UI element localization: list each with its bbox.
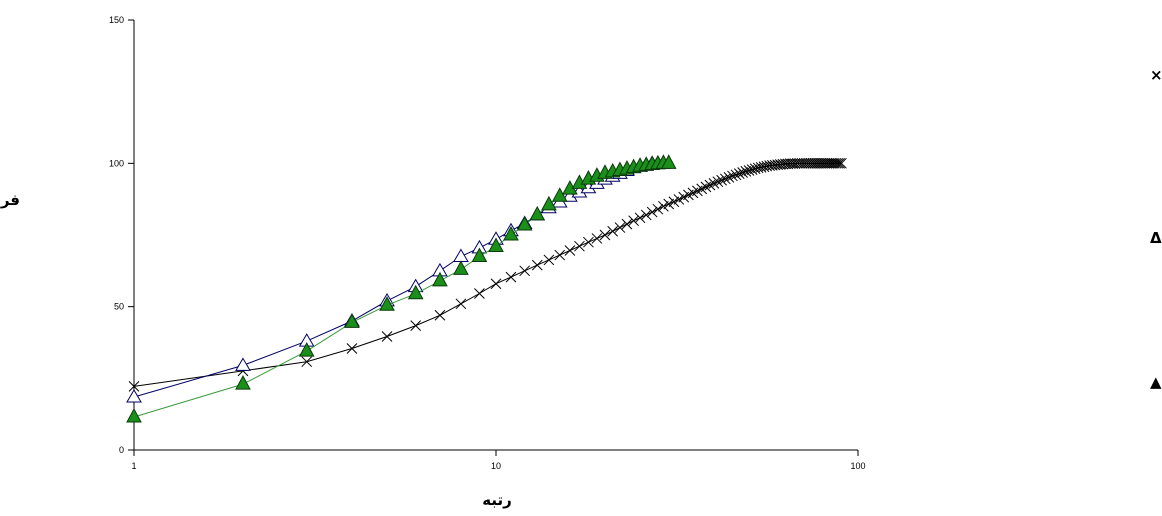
data-point-filled-triangle — [551, 187, 568, 202]
data-point-open-triangle — [235, 357, 251, 371]
data-point-x-marker — [474, 288, 485, 299]
data-point-filled-triangle — [298, 342, 315, 357]
series-marsh — [126, 155, 666, 403]
series-hygrophytes — [128, 157, 847, 392]
data-point-x-marker — [591, 233, 603, 244]
data-point-x-marker — [836, 157, 847, 169]
data-point-x-marker — [554, 249, 566, 261]
data-point-x-marker — [614, 222, 626, 233]
data-point-filled-triangle — [453, 260, 469, 275]
data-point-x-marker — [646, 206, 658, 218]
data-point-x-marker — [543, 254, 555, 266]
data-point-x-marker — [652, 203, 664, 215]
y-tick-label: 100 — [109, 158, 124, 168]
data-point-x-marker — [128, 381, 140, 392]
data-point-filled-triangle — [503, 225, 519, 241]
data-point-filled-triangle — [516, 215, 533, 231]
data-point-filled-triangle — [344, 313, 360, 328]
data-point-x-marker — [607, 225, 618, 237]
data-point-x-marker — [704, 179, 716, 191]
data-point-x-marker — [564, 245, 576, 256]
data-point-x-marker — [719, 173, 731, 185]
legend-entry-aquatic: گیاهان آبزی حقیقی ▲ — [1150, 373, 1162, 391]
legend: گیاهان رطوبت‌دوست × گیاهان مردابی Δ گیاه… — [1150, 66, 1162, 391]
series-line-hygrophytes — [133, 162, 842, 387]
data-point-x-marker — [583, 236, 594, 248]
data-point-x-marker — [823, 157, 835, 169]
data-point-filled-triangle — [235, 375, 251, 390]
data-point-x-marker — [640, 209, 652, 221]
data-point-x-marker — [712, 176, 724, 188]
data-point-x-marker — [301, 356, 313, 368]
data-point-filled-triangle — [379, 296, 395, 311]
data-point-open-triangle — [453, 248, 469, 262]
x-axis-title: رتبه — [482, 491, 512, 509]
data-point-x-marker — [505, 271, 517, 283]
x-tick-label: 10 — [491, 461, 501, 471]
data-point-x-marker — [708, 178, 720, 189]
data-point-x-marker — [815, 157, 827, 169]
tick-group: 0 50 100 150 1 10 100 — [109, 15, 866, 471]
data-point-x-marker — [519, 265, 531, 277]
data-point-x-marker — [832, 157, 844, 169]
data-point-x-marker — [621, 218, 633, 230]
data-point-filled-triangle — [471, 247, 488, 262]
data-point-x-marker — [746, 164, 758, 175]
data-point-x-marker — [531, 259, 543, 271]
data-point-filled-triangle — [488, 237, 504, 252]
plot-area — [126, 154, 847, 423]
x-tick-label: 100 — [850, 461, 865, 471]
data-point-x-marker — [740, 166, 752, 177]
data-point-open-triangle — [126, 388, 142, 403]
data-point-x-marker — [723, 172, 735, 183]
y-tick-label: 0 — [119, 445, 124, 455]
data-point-x-marker — [696, 183, 708, 195]
data-point-filled-triangle — [407, 284, 424, 300]
data-point-filled-triangle — [126, 407, 142, 423]
data-point-filled-triangle — [432, 271, 448, 287]
data-point-x-marker — [733, 168, 745, 180]
data-point-x-marker — [410, 320, 422, 331]
data-point-x-marker — [821, 157, 833, 169]
data-point-x-marker — [346, 343, 358, 354]
x-tick-label: 1 — [131, 461, 136, 471]
data-point-x-marker — [813, 157, 825, 169]
data-point-x-marker — [817, 157, 829, 169]
data-point-x-marker — [716, 174, 727, 186]
data-point-x-marker — [434, 309, 446, 321]
data-point-x-marker — [834, 157, 846, 169]
data-point-x-marker — [628, 215, 639, 227]
legend-entry-hygrophytes: گیاهان رطوبت‌دوست × — [1150, 66, 1162, 84]
data-point-x-marker — [743, 165, 755, 176]
data-point-x-marker — [634, 212, 646, 224]
data-point-filled-triangle — [541, 195, 557, 211]
data-point-x-marker — [455, 298, 467, 310]
data-point-x-marker — [700, 181, 712, 193]
data-point-x-marker — [819, 157, 831, 169]
data-point-x-marker — [830, 157, 842, 169]
data-point-x-marker — [599, 229, 611, 241]
series-aquatic — [126, 154, 677, 423]
series-line-marsh — [133, 162, 658, 398]
data-point-x-marker — [658, 200, 669, 212]
data-point-x-marker — [730, 169, 742, 181]
y-axis-title: فراوانی — [0, 191, 20, 209]
axes: 0 50 100 150 1 10 100 — [109, 15, 866, 471]
data-point-x-marker — [663, 198, 675, 210]
data-point-x-marker — [574, 240, 585, 252]
data-point-x-marker — [490, 278, 502, 290]
legend-entry-marsh: گیاهان مردابی Δ — [1150, 229, 1162, 247]
data-point-filled-triangle — [660, 154, 677, 169]
data-point-x-marker — [727, 170, 738, 182]
data-point-filled-triangle — [529, 205, 546, 221]
y-tick-label: 150 — [109, 15, 124, 25]
y-tick-label: 50 — [114, 302, 124, 312]
data-point-x-marker — [737, 167, 748, 178]
data-point-x-marker — [381, 331, 393, 342]
series-line-aquatic — [133, 162, 669, 418]
